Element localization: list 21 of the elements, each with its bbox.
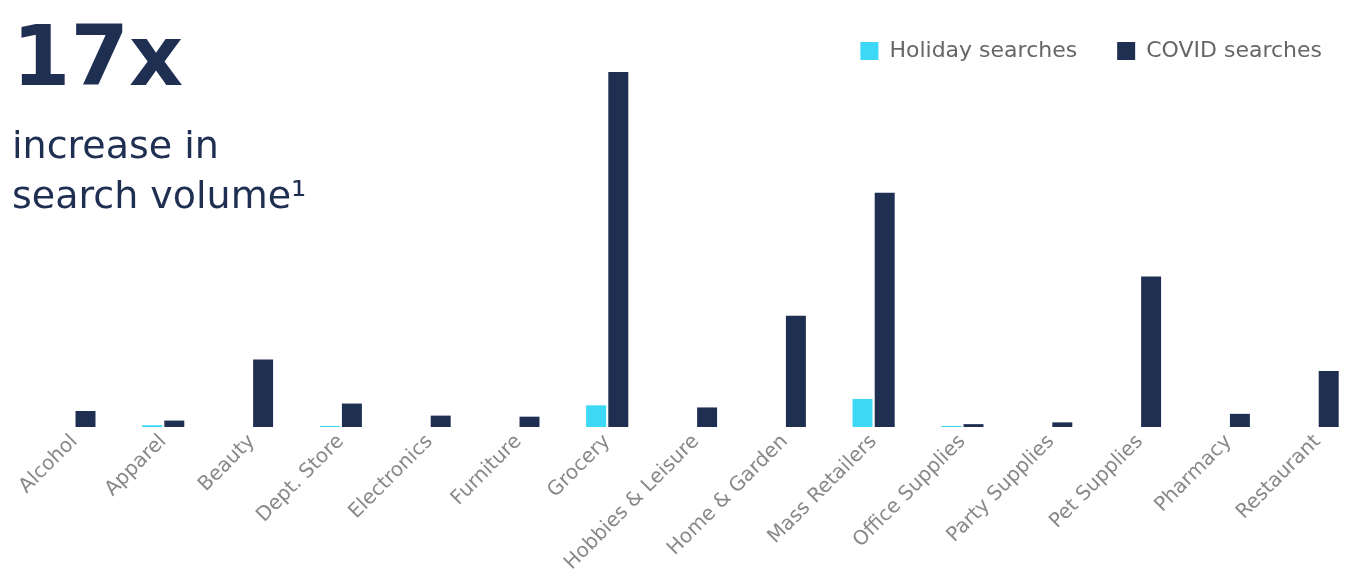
bar [75,411,96,427]
chart-title: 17x [12,7,184,105]
bar [1141,276,1162,427]
text: increase in search volume¹ [12,122,308,219]
bar [785,315,806,427]
bar [430,415,451,427]
bar [874,192,895,427]
legend-label: Holiday searches [889,36,1078,62]
bar [341,403,362,427]
bar [1052,422,1073,427]
bar [852,398,873,427]
bar [253,359,274,427]
bar [608,72,629,427]
bar [519,416,540,427]
bar [1229,413,1250,427]
bar [164,420,185,427]
bar [963,424,984,427]
bar [1318,370,1339,427]
bar [586,405,607,427]
bar [697,407,718,427]
legend-label: COVID searches [1146,36,1322,62]
